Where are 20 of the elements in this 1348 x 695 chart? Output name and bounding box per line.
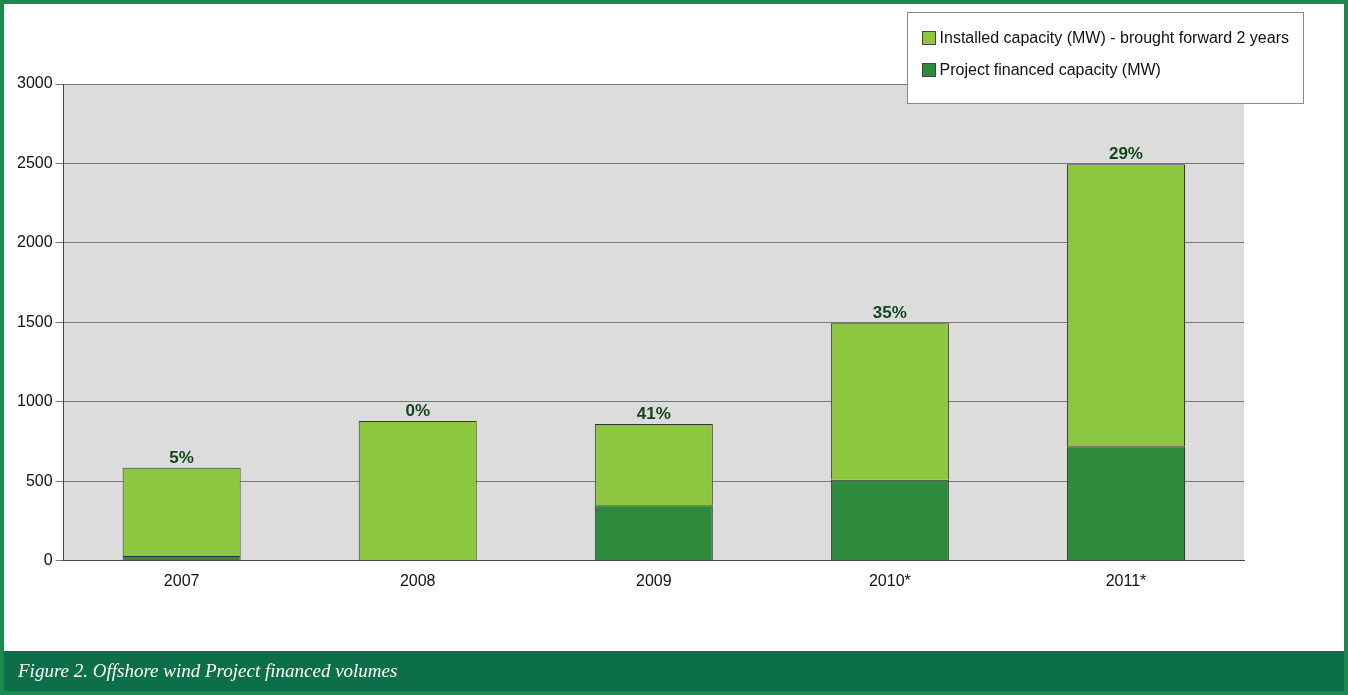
legend-label: Project financed capacity (MW) bbox=[938, 61, 1162, 79]
y-tick-label: 3000 bbox=[17, 74, 53, 92]
annotation: 5% bbox=[169, 448, 194, 468]
x-tick-label: 2011* bbox=[1105, 571, 1147, 589]
y-tick-label: 2000 bbox=[17, 233, 53, 251]
y-tick-label: 1000 bbox=[17, 392, 53, 410]
x-tick-label: 2010* bbox=[868, 571, 911, 589]
legend-label: Installed capacity (MW) - brought forward 2 years bbox=[938, 29, 1289, 47]
y-tick-label: 0 bbox=[43, 551, 53, 569]
y-tick-label: 1500 bbox=[17, 312, 53, 330]
annotation: 29% bbox=[1108, 144, 1143, 164]
x-tick-label: 2009 bbox=[636, 571, 672, 589]
x-tick-label: 2008 bbox=[399, 571, 436, 589]
annotation: 41% bbox=[636, 404, 671, 424]
annotation: 0% bbox=[405, 401, 430, 421]
x-tick-label: 2007 bbox=[163, 571, 200, 589]
y-tick-label: 500 bbox=[25, 471, 53, 489]
y-tick-label: 2500 bbox=[17, 153, 53, 171]
annotation: 35% bbox=[872, 303, 907, 323]
caption: Figure 2. Offshore wind Project financed volumes bbox=[4, 651, 1344, 691]
